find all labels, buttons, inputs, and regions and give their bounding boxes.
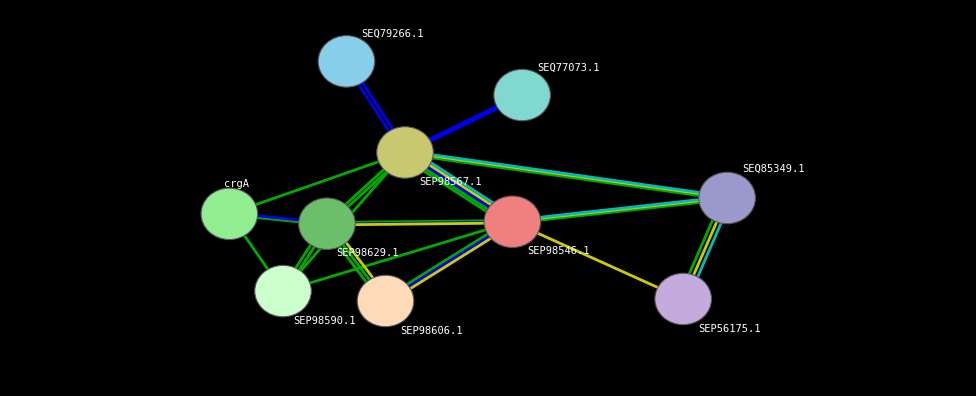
Ellipse shape — [357, 275, 414, 327]
Text: SEP98590.1: SEP98590.1 — [293, 316, 355, 326]
Text: SEP56175.1: SEP56175.1 — [698, 324, 760, 334]
Ellipse shape — [201, 188, 258, 240]
Text: SEP98629.1: SEP98629.1 — [337, 248, 399, 259]
Ellipse shape — [377, 127, 433, 178]
Text: SEP98567.1: SEP98567.1 — [420, 177, 482, 187]
Ellipse shape — [255, 265, 311, 317]
Ellipse shape — [299, 198, 355, 249]
Text: SEP98606.1: SEP98606.1 — [400, 326, 463, 336]
Text: SEQ77073.1: SEQ77073.1 — [537, 62, 599, 72]
Ellipse shape — [484, 196, 541, 248]
Text: SEP98546.1: SEP98546.1 — [527, 246, 590, 257]
Text: SEQ79266.1: SEQ79266.1 — [361, 29, 424, 39]
Text: SEQ85349.1: SEQ85349.1 — [742, 163, 804, 173]
Text: crgA: crgA — [224, 179, 250, 189]
Ellipse shape — [318, 36, 375, 87]
Ellipse shape — [655, 273, 712, 325]
Ellipse shape — [699, 172, 755, 224]
Ellipse shape — [494, 69, 550, 121]
